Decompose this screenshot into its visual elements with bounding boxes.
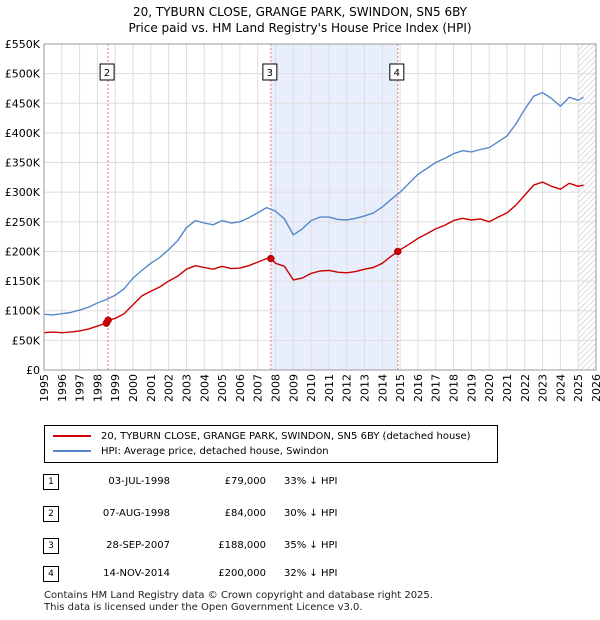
sale-marker-box bbox=[389, 63, 405, 81]
property-price-line bbox=[43, 181, 584, 334]
x-tick-label: 2009 bbox=[287, 374, 300, 402]
y-tick-label: £0 bbox=[26, 364, 40, 377]
x-tick-label: 2004 bbox=[198, 374, 211, 402]
legend-hpi: HPI: Average price, detached house, Swin… bbox=[53, 445, 329, 459]
transaction-price: £84,000 bbox=[224, 508, 266, 519]
transaction-row: 4 14-NOV-2014 £200,000 32% ↓ HPI bbox=[0, 566, 600, 586]
x-tick-label: 1998 bbox=[91, 374, 104, 402]
x-tick-label: 2020 bbox=[483, 374, 496, 402]
transaction-hpi: 32% ↓ HPI bbox=[284, 568, 338, 579]
x-tick-label: 2011 bbox=[323, 374, 336, 402]
transaction-price: £79,000 bbox=[224, 476, 266, 487]
x-tick-label: 2012 bbox=[341, 374, 354, 402]
transaction-price: £200,000 bbox=[218, 568, 266, 579]
transaction-number: 4 bbox=[43, 566, 59, 582]
x-tick-label: 2016 bbox=[412, 374, 425, 402]
x-tick-label: 2006 bbox=[234, 374, 247, 402]
footer-licence: This data is licensed under the Open Gov… bbox=[44, 602, 363, 613]
x-tick-label: 2000 bbox=[127, 374, 140, 402]
sale-point bbox=[267, 254, 275, 263]
transaction-date: 03-JUL-1998 bbox=[108, 476, 170, 487]
transaction-number: 1 bbox=[43, 474, 59, 490]
x-tick-label: 2015 bbox=[394, 374, 407, 402]
sale-marker-label: 4 bbox=[394, 68, 400, 79]
legend-property-label: 20, TYBURN CLOSE, GRANGE PARK, SWINDON, … bbox=[101, 431, 471, 442]
transaction-row: 1 03-JUL-1998 £79,000 33% ↓ HPI bbox=[0, 474, 600, 494]
transaction-hpi: 33% ↓ HPI bbox=[284, 476, 338, 487]
transaction-hpi: 35% ↓ HPI bbox=[284, 540, 338, 551]
y-tick-label: £200K bbox=[5, 245, 41, 258]
y-tick-label: £450K bbox=[5, 97, 41, 110]
legend-property-line bbox=[53, 435, 91, 437]
plot-border bbox=[43, 43, 597, 371]
title-line-2: Price paid vs. HM Land Registry's House … bbox=[128, 21, 472, 35]
transaction-date: 14-NOV-2014 bbox=[103, 568, 170, 579]
x-tick-label: 2023 bbox=[537, 374, 550, 402]
sale-marker-label: 2 bbox=[104, 68, 110, 79]
footer: Contains HM Land Registry data © Crown c… bbox=[44, 590, 433, 614]
y-tick-label: £400K bbox=[5, 127, 41, 140]
x-tick-label: 2010 bbox=[305, 374, 318, 402]
legend-hpi-line bbox=[53, 450, 91, 452]
transaction-date: 28-SEP-2007 bbox=[106, 540, 170, 551]
y-tick-label: £300K bbox=[5, 186, 41, 199]
title-line-1: 20, TYBURN CLOSE, GRANGE PARK, SWINDON, … bbox=[132, 5, 468, 19]
x-tick-label: 2024 bbox=[554, 374, 567, 402]
x-tick-label: 2008 bbox=[269, 374, 282, 402]
transaction-price: £188,000 bbox=[218, 540, 266, 551]
x-tick-label: 2007 bbox=[252, 374, 265, 402]
transaction-date: 07-AUG-1998 bbox=[102, 508, 170, 519]
x-tick-label: 2005 bbox=[216, 374, 229, 402]
sale-marker-label: 3 bbox=[267, 68, 273, 79]
y-tick-label: £100K bbox=[5, 305, 41, 318]
x-tick-label: 2002 bbox=[163, 374, 176, 402]
x-tick-label: 2001 bbox=[145, 374, 158, 402]
chart-title: 20, TYBURN CLOSE, GRANGE PARK, SWINDON, … bbox=[0, 4, 600, 36]
x-tick-label: 2022 bbox=[519, 374, 532, 402]
y-tick-label: £150K bbox=[5, 275, 41, 288]
x-tick-label: 1997 bbox=[74, 374, 87, 402]
transaction-hpi: 30% ↓ HPI bbox=[284, 508, 338, 519]
legend-hpi-label: HPI: Average price, detached house, Swin… bbox=[101, 446, 329, 457]
legend-property: 20, TYBURN CLOSE, GRANGE PARK, SWINDON, … bbox=[53, 430, 471, 444]
x-tick-label: 2017 bbox=[430, 374, 443, 402]
forecast-hatch bbox=[578, 44, 596, 370]
transaction-number: 2 bbox=[43, 506, 59, 522]
x-tick-label: 2026 bbox=[590, 374, 600, 402]
sale-point bbox=[394, 247, 402, 256]
x-tick-label: 1999 bbox=[109, 374, 122, 402]
x-tick-label: 2018 bbox=[448, 374, 461, 402]
x-tick-label: 2021 bbox=[501, 374, 514, 402]
x-tick-label: 2019 bbox=[465, 374, 478, 402]
y-tick-label: £500K bbox=[5, 68, 41, 81]
x-tick-label: 1995 bbox=[38, 374, 51, 402]
y-tick-label: £50K bbox=[12, 334, 41, 347]
x-tick-label: 2025 bbox=[572, 374, 585, 402]
transaction-row: 3 28-SEP-2007 £188,000 35% ↓ HPI bbox=[0, 538, 600, 558]
x-tick-label: 2013 bbox=[359, 374, 372, 402]
y-tick-label: £550K bbox=[5, 38, 41, 51]
sale-marker-box bbox=[99, 63, 115, 81]
price-chart: £0 £50K £100K £150K £200K £250K £300K £350K £400… bbox=[5, 38, 600, 402]
transaction-row: 2 07-AUG-1998 £84,000 30% ↓ HPI bbox=[0, 506, 600, 526]
y-tick-label: £350K bbox=[5, 157, 41, 170]
x-tick-label: 1996 bbox=[56, 374, 69, 402]
y-tick-label: £250K bbox=[5, 216, 41, 229]
footer-copyright: Contains HM Land Registry data © Crown c… bbox=[44, 590, 433, 601]
sale-point bbox=[104, 316, 112, 324]
sale-marker-box bbox=[262, 63, 278, 81]
legend: 20, TYBURN CLOSE, GRANGE PARK, SWINDON, … bbox=[44, 425, 498, 463]
x-tick-label: 2003 bbox=[180, 374, 193, 402]
x-tick-label: 2014 bbox=[376, 374, 389, 402]
shaded-period bbox=[270, 44, 398, 370]
hpi-line bbox=[43, 91, 584, 316]
transaction-number: 3 bbox=[43, 538, 59, 554]
